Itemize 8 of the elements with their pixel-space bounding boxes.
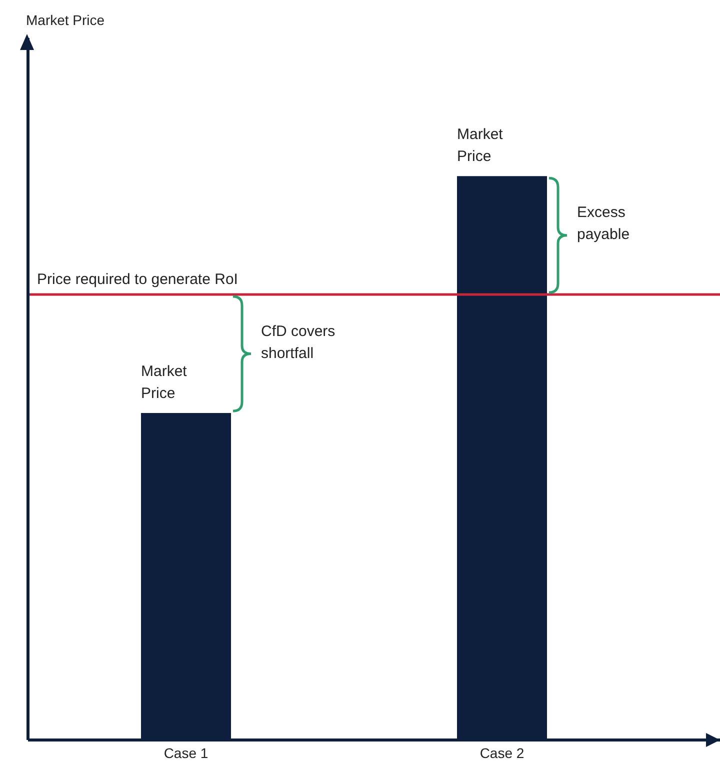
annotation: Excess payable [577,203,631,246]
annotation: CfD covers shortfall [261,322,336,364]
x-tick-label: Case 1 [164,744,208,761]
annotation: Market Price [141,362,188,404]
ref-line-label: Price required to generate RoI [37,271,238,288]
annotation: Market Price [457,125,504,168]
text: Market Price [26,12,105,28]
x-tick-label: Case 2 [480,744,524,761]
